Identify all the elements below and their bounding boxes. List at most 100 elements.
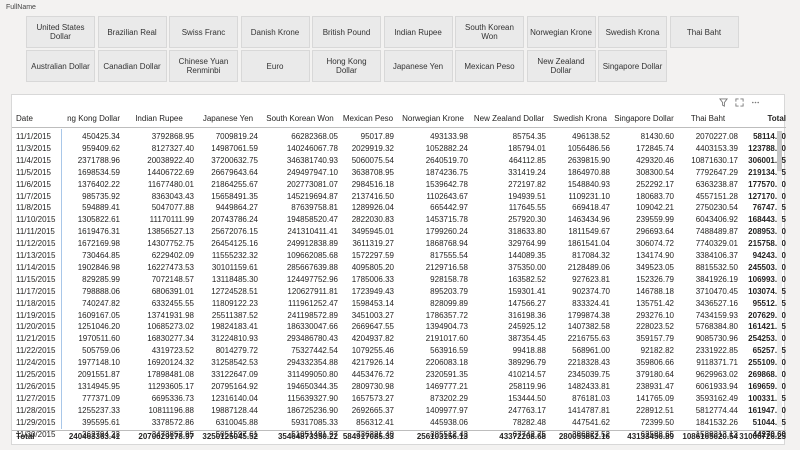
value-cell: 2640519.70 [425,155,468,165]
slicer-item-thai-baht[interactable]: Thai Baht [669,16,739,48]
value-cell: 294332354.88 [286,358,338,368]
table-row[interactable]: 11/7/2015 985735.92 8363043.43 15658491.35 1… [12,191,786,202]
table-row[interactable]: 11/22/2015 505759.06 4319723.52 8014279.72 7… [12,345,786,356]
table-row[interactable]: 11/6/2015 1376402.22 11677480.01 21864255.6… [12,179,786,190]
value-cell: 8127327.40 [151,143,194,153]
date-cell: 11/25/2015 [16,370,56,379]
value-cell: 2320591.35 [425,370,468,379]
value-cell: 736221.40 [356,429,394,439]
table-row[interactable]: 11/25/2015 2091551.87 17898481.08 33122647.… [12,369,786,380]
value-cell: 7792647.29 [695,167,738,177]
table-row[interactable]: 11/10/2015 1305822.61 11170111.99 20743786.… [12,214,786,225]
slicer-item-united-states-dollar[interactable]: United States Dollar [26,16,95,48]
table-row[interactable]: 11/12/2015 1672169.98 14307752.75 26454125.… [12,238,786,249]
column-header[interactable]: Singapore Dollar [614,114,674,123]
table-row[interactable]: 11/27/2015 777371.09 6695336.73 12316140.04… [12,393,786,404]
table-row[interactable]: 11/15/2015 829285.99 7072148.57 13118485.30… [12,274,786,285]
value-cell: 58114.90 [753,132,786,141]
table-row[interactable]: 11/8/2015 594889.41 5047077.88 9449864.27 87… [12,202,786,213]
date-cell: 11/24/2015 [16,358,56,368]
value-cell: 1672169.98 [77,239,120,249]
focus-mode-icon[interactable] [734,97,744,107]
table-row[interactable]: 11/3/2015 959409.62 8127327.40 14987061.59 1… [12,143,786,154]
value-cell: 828099.89 [430,298,468,308]
table-row[interactable]: 11/14/2015 1902846.98 16227473.53 30101159.… [12,262,786,273]
value-cell: 359157.79 [636,334,674,344]
slicer-item-brazilian-real[interactable]: Brazilian Real [97,16,167,48]
slicer-item-chinese-yuan-renminbi[interactable]: Chinese Yuan Renminbi [169,50,238,82]
table-row[interactable]: 11/13/2015 730464.85 6229402.09 11555232.32… [12,250,786,261]
table-row[interactable]: 11/11/2015 1619476.31 13856527.13 25672076.… [12,226,786,237]
table-row[interactable]: 11/28/2015 1255237.33 10811196.88 19887128.… [12,405,786,416]
value-cell: 1811549.67 [568,227,610,237]
table-row[interactable]: 11/17/2015 798888.06 6806391.01 12724528.51… [12,286,786,297]
value-cell: 568961.00 [572,346,610,356]
date-cell: 11/7/2015 [16,191,51,201]
column-header[interactable]: South Korean Won [266,114,334,123]
column-header[interactable]: Swedish Krona [553,114,607,123]
value-cell: 16830277.34 [147,334,194,344]
value-cell: 168443.25 [748,215,786,225]
table-row[interactable]: 11/19/2015 1609167.05 13741931.98 25511387.… [12,310,786,321]
value-cell: 308300.54 [636,167,674,177]
date-cell: 11/22/2015 [16,346,56,356]
value-cell: 239559.99 [636,215,674,225]
table-row[interactable]: 11/24/2015 1977148.10 16920124.32 31258542.… [12,357,786,368]
value-cell: 11677480.01 [147,179,194,189]
value-cell: 389296.79 [508,358,546,368]
slicer-item-new-zealand-dollar[interactable]: New Zealand Dollar [526,50,596,82]
value-cell: 8363043.43 [151,191,194,201]
slicer-item-swedish-krona[interactable]: Swedish Krona [598,16,667,48]
table-row[interactable]: 11/1/2015 450425.34 3792868.95 7009819.24 66… [12,131,786,142]
column-header[interactable]: Date [16,114,33,123]
slicer-item-indian-rupee[interactable]: Indian Rupee [383,16,453,48]
value-cell: 1572297.59 [351,251,394,260]
column-header[interactable]: Indian Rupee [135,114,183,123]
more-options-icon[interactable] [750,97,760,107]
value-cell: 7740329.01 [695,239,738,249]
slicer-item-danish-krone[interactable]: Danish Krone [240,16,310,48]
table-row[interactable]: 11/30/2015 362794.23 3473857.95 5051597.61 5… [12,429,786,440]
table-row[interactable]: 11/26/2015 1314945.95 11293605.17 20795164.… [12,381,786,392]
slicer-item-australian-dollar[interactable]: Australian Dollar [26,50,95,82]
value-cell: 331419.24 [508,167,546,177]
table-row[interactable]: 11/18/2015 740247.82 6332455.55 11809122.23… [12,298,786,309]
slicer-item-british-pound[interactable]: British Pound [312,16,381,48]
value-cell: 117645.55 [508,203,546,213]
value-cell: 464112.85 [508,155,546,165]
slicer-item-swiss-franc[interactable]: Swiss Franc [169,16,238,48]
slicer-item-euro[interactable]: Euro [240,50,310,82]
column-header[interactable]: Norwegian Krone [402,114,464,123]
date-cell: 11/10/2015 [16,215,56,225]
value-cell: 4319723.52 [151,346,194,356]
vertical-scrollbar[interactable] [777,131,782,427]
slicer-item-japanese-yen[interactable]: Japanese Yen [383,50,453,82]
column-header[interactable]: ng Kong Dollar [67,114,120,123]
value-cell: 11293605.17 [147,381,194,391]
column-header[interactable]: New Zealand Dollar [473,114,545,123]
column-header[interactable]: Mexican Peso [342,114,394,123]
value-cell: 257920.30 [508,215,546,225]
table-row[interactable]: 11/29/2015 395595.61 3378572.86 6310045.88 5… [12,417,786,428]
value-cell: 450425.34 [82,132,120,141]
table-row[interactable]: 11/21/2015 1970511.60 16830277.34 31224810.… [12,333,786,344]
slicer-item-norwegian-krone[interactable]: Norwegian Krone [526,16,596,48]
value-cell: 115639327.90 [287,393,338,403]
slicer-item-canadian-dollar[interactable]: Canadian Dollar [97,50,167,82]
column-header[interactable]: Japanese Yen [202,114,254,123]
slicer-item-singapore-dollar[interactable]: Singapore Dollar [598,50,667,82]
table-row[interactable]: 11/4/2015 2371788.96 20038922.40 37200632.7… [12,155,786,166]
column-header[interactable]: Total [767,114,786,123]
value-cell: 2091551.87 [77,370,120,379]
value-cell: 26454125.16 [211,239,258,249]
value-cell: 375350.00 [508,262,546,272]
slicer-item-hong-kong-dollar[interactable]: Hong Kong Dollar [312,50,381,82]
date-cell: 11/19/2015 [16,310,56,320]
slicer-item-mexican-peso[interactable]: Mexican Peso [455,50,524,82]
table-row[interactable]: 11/5/2015 1698534.59 14406722.69 26679643.6… [12,167,786,178]
filter-icon[interactable] [718,97,728,107]
slicer-item-south-korean-won[interactable]: South Korean Won [455,16,524,48]
table-row[interactable]: 11/20/2015 1251046.20 10685273.02 19824183.… [12,321,786,332]
column-header[interactable]: Thai Baht [690,114,726,123]
scrollbar-thumb[interactable] [777,131,782,171]
